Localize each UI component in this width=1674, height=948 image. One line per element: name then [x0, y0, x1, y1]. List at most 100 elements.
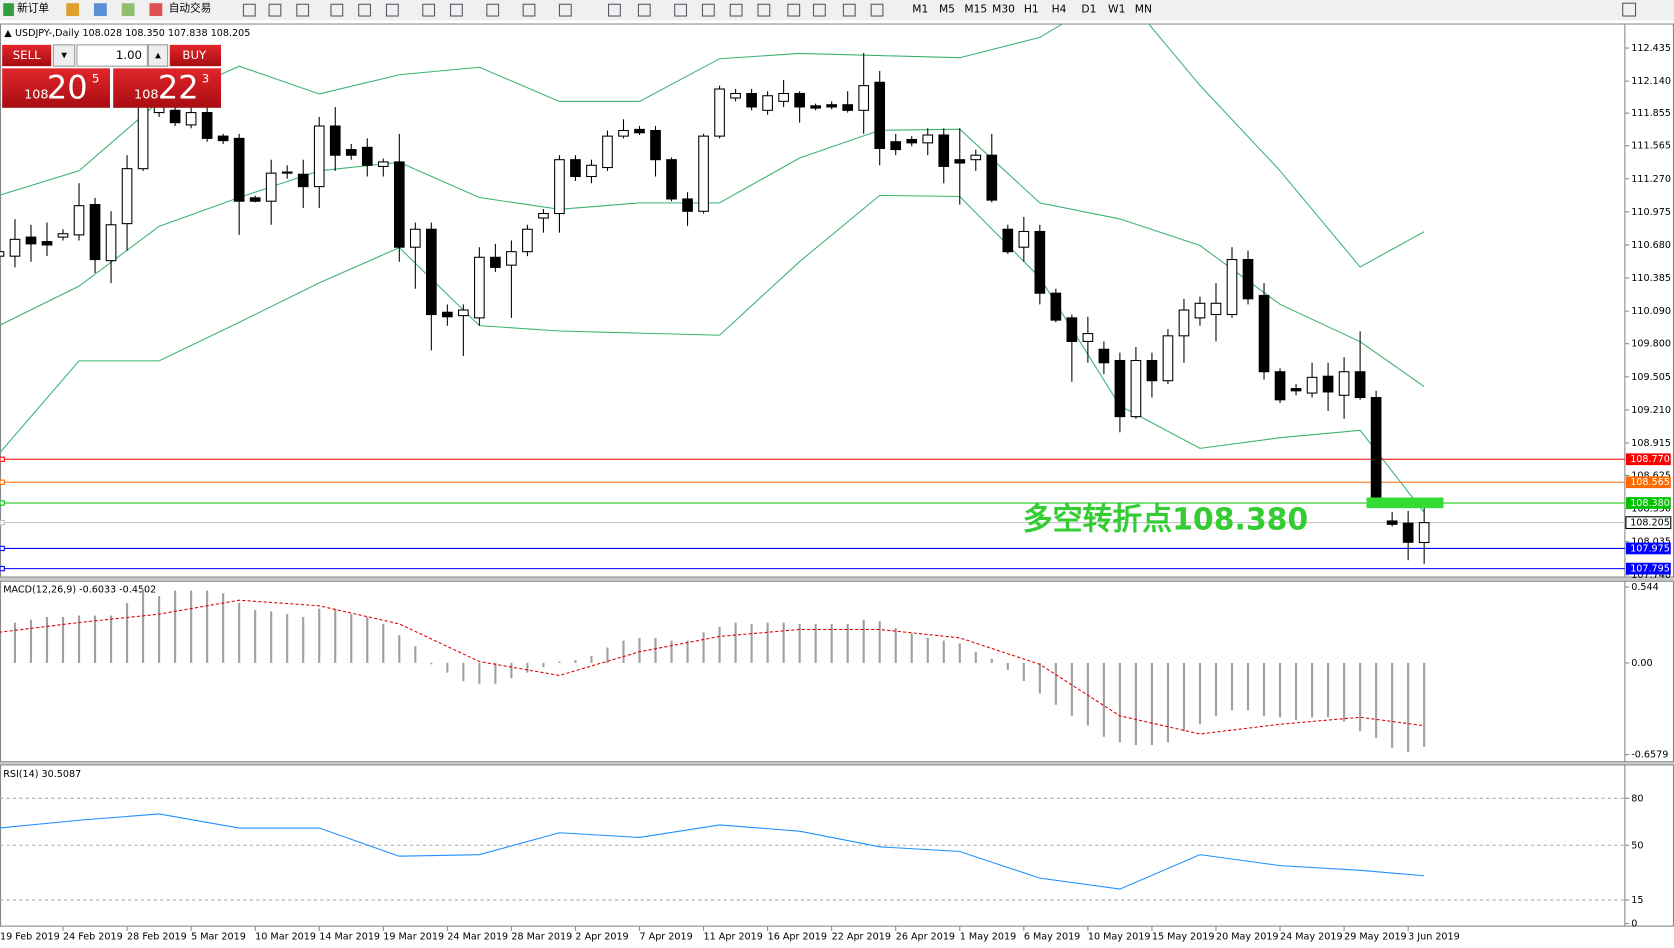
candle-body: [682, 198, 693, 212]
candle-body: [217, 135, 229, 142]
timeframe-button[interactable]: W1: [1108, 3, 1125, 16]
timeframe-button[interactable]: MN: [1135, 3, 1152, 16]
toolbar-icon[interactable]: [296, 3, 310, 17]
candle-body: [922, 134, 934, 144]
timeframe-button[interactable]: M30: [992, 3, 1015, 16]
y-tick-label: 108.035: [1631, 537, 1671, 548]
buy-price-box[interactable]: [113, 68, 222, 108]
toolbar-icon[interactable]: [674, 3, 688, 17]
sell-price-pip[interactable]: 5: [92, 72, 99, 86]
toolbar-icon[interactable]: [486, 3, 500, 17]
toolbar-icon[interactable]: [787, 3, 801, 17]
level-marker: [0, 500, 5, 506]
toolbar-icon[interactable]: [330, 3, 344, 17]
y-tick-label: 112.435: [1631, 43, 1671, 54]
toolbar-icon[interactable]: [66, 3, 80, 17]
y-tick-label: 109.505: [1631, 372, 1671, 383]
lots-up[interactable]: [147, 44, 169, 67]
buy-label[interactable]: BUY: [182, 48, 207, 62]
sell-price-box[interactable]: [2, 68, 110, 108]
candle-body: [1258, 294, 1270, 373]
level-label-box: [1625, 516, 1672, 530]
candle-body: [393, 161, 405, 248]
buy-price-big[interactable]: 108: [134, 88, 158, 103]
candle-body: [1082, 333, 1094, 342]
toolbar-icon[interactable]: [729, 3, 743, 17]
lots-value[interactable]: 1.00: [116, 48, 142, 62]
x-tick-label: 16 Apr 2019: [768, 931, 827, 942]
sell-label[interactable]: SELL: [13, 48, 41, 62]
candle-body: [1066, 317, 1078, 342]
candle-body: [25, 236, 37, 245]
toolbar-icon[interactable]: [385, 3, 399, 17]
candle-body: [938, 134, 950, 167]
sell-price-big[interactable]: 108: [24, 88, 48, 103]
candle-body: [1050, 292, 1062, 321]
toolbar-icon[interactable]: [842, 3, 856, 17]
new-order-icon[interactable]: [3, 3, 14, 17]
x-tick-label: 26 Apr 2019: [896, 931, 955, 942]
y-tick-label: 110.090: [1631, 306, 1671, 317]
candle-body: [1306, 376, 1318, 394]
candle-body: [1402, 522, 1414, 543]
candle-body: [1162, 335, 1174, 382]
toolbar-icon[interactable]: [93, 3, 107, 17]
symbol-arrow: ▲: [4, 28, 12, 39]
buy-button[interactable]: [169, 44, 222, 67]
timeframe-button[interactable]: M15: [964, 3, 987, 16]
new-order-button[interactable]: 新订单: [17, 2, 49, 15]
toolbar-icon[interactable]: [268, 3, 282, 17]
panel-separator: [0, 577, 1674, 581]
toolbar-icon[interactable]: [757, 3, 771, 17]
candle-body: [1338, 371, 1350, 396]
candle-body: [233, 137, 245, 202]
candle-body: [1370, 397, 1382, 503]
sell-button[interactable]: [2, 44, 52, 67]
timeframe-button[interactable]: D1: [1081, 3, 1096, 16]
timeframe-button[interactable]: M1: [912, 3, 928, 16]
candle-body: [970, 154, 982, 161]
candle-body: [1418, 522, 1430, 544]
timeframe-button[interactable]: M5: [939, 3, 955, 16]
lots-up-arrow[interactable]: ▲: [155, 51, 161, 60]
candle-body: [329, 125, 341, 156]
search-icon[interactable]: [1622, 2, 1637, 17]
buy-price-pip[interactable]: 3: [202, 72, 209, 86]
toolbar-icon[interactable]: [422, 3, 436, 17]
level-marker: [0, 479, 5, 485]
toolbar-icon[interactable]: [358, 3, 372, 17]
y-tick-label: 0: [1631, 919, 1637, 930]
candle-body: [602, 135, 613, 169]
toolbar-icon[interactable]: [812, 3, 826, 17]
lots-down-arrow[interactable]: ▼: [61, 51, 67, 60]
candle-body: [9, 238, 21, 257]
buy-price-main[interactable]: 22: [158, 69, 199, 107]
timeframe-button[interactable]: H1: [1024, 3, 1039, 16]
auto-trade-button[interactable]: 自动交易: [169, 2, 212, 15]
timeframe-button[interactable]: H4: [1052, 3, 1067, 16]
toolbar-icon[interactable]: [608, 3, 621, 17]
candle-body: [1274, 371, 1286, 401]
toolbar-icon[interactable]: [450, 3, 463, 17]
candle-body: [361, 146, 373, 166]
y-tick-label: 110.975: [1631, 207, 1671, 218]
toolbar-icon[interactable]: [242, 3, 256, 17]
toolbar-icon[interactable]: [870, 3, 884, 17]
sell-price-main[interactable]: 20: [47, 69, 88, 107]
toolbar-icon[interactable]: [522, 3, 536, 17]
bollinger-lower: [0, 194, 1425, 513]
level-label: 108.205: [1630, 518, 1670, 529]
auto-trade-icon[interactable]: [149, 3, 163, 17]
toolbar-icon[interactable]: [701, 3, 715, 17]
y-tick-label: 109.800: [1631, 339, 1671, 350]
x-tick-label: 3 Jun 2019: [1408, 931, 1460, 942]
lots-input[interactable]: [76, 44, 148, 67]
level-label: 108.565: [1630, 477, 1670, 488]
lots-down[interactable]: [52, 44, 76, 67]
toolbar-icon[interactable]: [121, 3, 135, 17]
candle-body: [954, 159, 966, 164]
toolbar-icon[interactable]: [558, 3, 572, 17]
toolbar-icon[interactable]: [637, 3, 651, 17]
candle-body: [1146, 359, 1158, 382]
